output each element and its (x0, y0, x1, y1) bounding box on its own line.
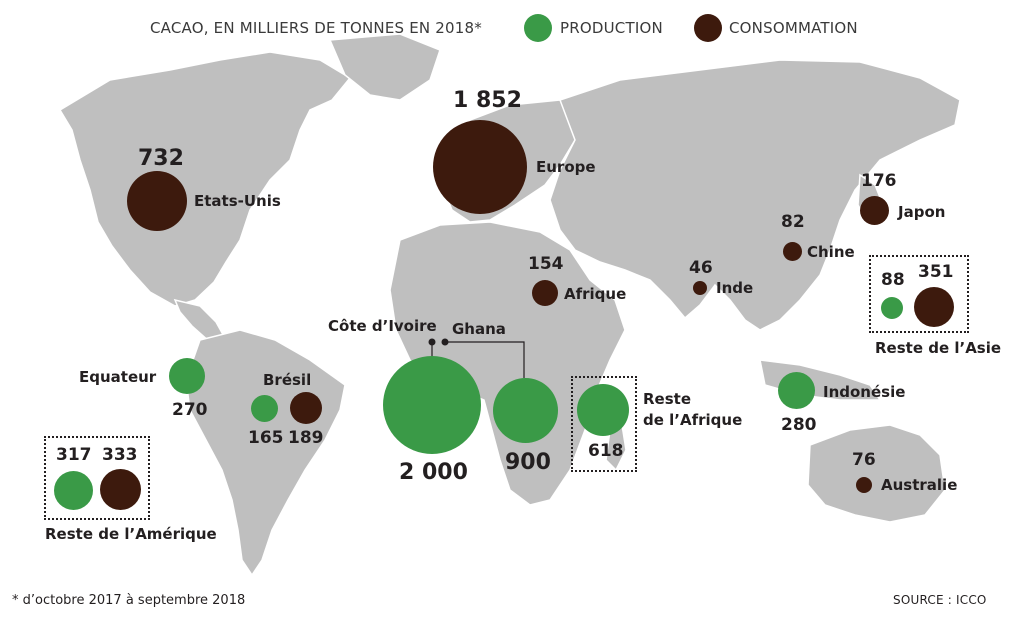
etats-unis-consommation-circle (127, 171, 187, 231)
legend-consommation-swatch (694, 14, 722, 42)
bresil-consommation-value: 189 (288, 428, 324, 448)
source-credit: SOURCE : ICCO (893, 593, 987, 607)
europe-label: Europe (536, 158, 596, 176)
bresil-production-value: 165 (248, 428, 284, 448)
ghana-production-circle (493, 378, 558, 443)
etats-unis-label: Etats-Unis (194, 192, 281, 210)
cote-ivoire-label: Côte d’Ivoire (328, 317, 437, 335)
reste-afrique-label: Reste de l’Afrique (643, 390, 743, 429)
japon-value: 176 (861, 171, 897, 191)
chine-label: Chine (807, 243, 855, 261)
equateur-label: Equateur (79, 368, 157, 386)
ghana-leader-line (445, 341, 525, 378)
ghana-label: Ghana (452, 320, 506, 338)
chine-value: 82 (781, 212, 805, 232)
chine-consommation-circle (783, 242, 802, 261)
reste-asie-consommation-value: 351 (918, 262, 954, 282)
ghana-value: 900 (505, 450, 551, 475)
europe-consommation-circle (433, 120, 527, 214)
legend-production-label: PRODUCTION (560, 19, 663, 37)
asia-landmass (549, 59, 961, 331)
reste-amerique-consommation-circle (100, 469, 141, 510)
reste-afrique-production-circle (577, 384, 629, 436)
bresil-consommation-circle (290, 392, 322, 424)
reste-afrique-box (571, 376, 637, 472)
inde-consommation-circle (693, 281, 707, 295)
north-america-landmass (58, 51, 352, 307)
reste-amerique-consommation-value: 333 (102, 445, 138, 465)
legend-title: CACAO, EN MILLIERS DE TONNES EN 2018* (150, 19, 482, 37)
indonesie-value: 280 (781, 415, 817, 435)
legend-consommation-label: CONSOMMATION (729, 19, 858, 37)
reste-asie-production-value: 88 (881, 270, 905, 290)
legend: CACAO, EN MILLIERS DE TONNES EN 2018* PR… (0, 14, 1019, 44)
afrique-value: 154 (528, 254, 564, 274)
greenland-landmass (328, 33, 441, 101)
australie-value: 76 (852, 450, 876, 470)
equateur-production-circle (169, 358, 205, 394)
legend-production-swatch (524, 14, 552, 42)
afrique-consommation-circle (532, 280, 558, 306)
inde-label: Inde (716, 279, 754, 297)
japon-consommation-circle (860, 196, 889, 225)
cote-ivoire-production-circle (383, 356, 481, 454)
reste-afrique-value: 618 (588, 441, 624, 461)
reste-asie-box (869, 255, 969, 333)
reste-asie-consommation-circle (914, 287, 954, 327)
japon-label: Japon (898, 203, 946, 221)
australie-label: Australie (881, 476, 958, 494)
europe-value: 1 852 (453, 88, 522, 113)
indonesie-label: Indonésie (823, 383, 906, 401)
reste-asie-production-circle (881, 297, 903, 319)
footnote: * d’octobre 2017 à septembre 2018 (12, 593, 246, 608)
australia-landmass (807, 424, 946, 523)
reste-amerique-box (44, 436, 150, 520)
inde-value: 46 (689, 258, 713, 278)
cote-ivoire-value: 2 000 (399, 460, 468, 485)
reste-asie-label: Reste de l’Asie (875, 339, 1002, 357)
etats-unis-value: 732 (138, 146, 184, 171)
bresil-label: Brésil (263, 371, 312, 389)
reste-amerique-production-circle (54, 471, 93, 510)
australie-consommation-circle (856, 477, 872, 493)
south-america-landmass (185, 329, 346, 577)
indonesie-production-circle (778, 372, 815, 409)
afrique-label: Afrique (564, 285, 627, 303)
equateur-value: 270 (172, 400, 208, 420)
reste-amerique-label: Reste de l’Amérique (45, 525, 217, 543)
bresil-production-circle (251, 395, 278, 422)
reste-amerique-production-value: 317 (56, 445, 92, 465)
